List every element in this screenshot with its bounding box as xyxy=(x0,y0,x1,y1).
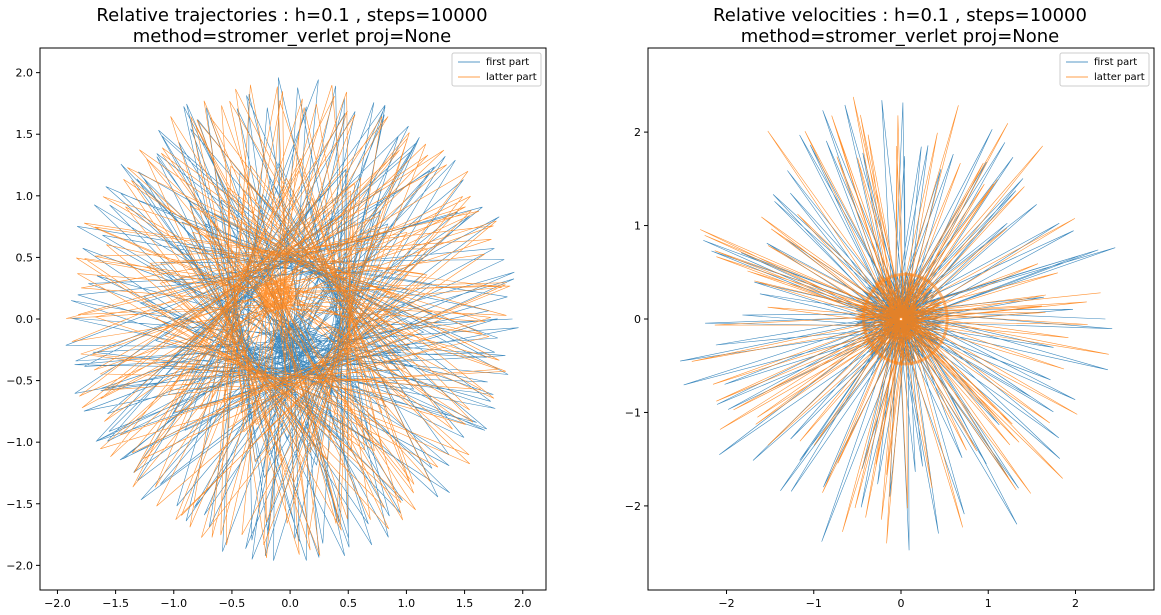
y-tick-label: 1 xyxy=(634,220,641,233)
plot-lines xyxy=(680,96,1116,551)
plot-lines xyxy=(65,77,519,561)
chart-title-line2: method=stromer_verlet proj=None xyxy=(741,26,1060,47)
legend-label-first-part: first part xyxy=(486,57,529,68)
series-line-latter-part xyxy=(66,84,511,558)
x-tick-label: 0.0 xyxy=(281,597,299,610)
legend-box xyxy=(1059,52,1150,87)
chart-title-line2: method=stromer_verlet proj=None xyxy=(133,26,452,47)
x-tick-label: −1.5 xyxy=(102,597,129,610)
plot-frame xyxy=(39,47,547,591)
x-tick-label: 1 xyxy=(985,597,992,610)
y-tick-label: 1.5 xyxy=(16,128,34,141)
x-tick-label: 0 xyxy=(898,597,905,610)
x-tick-label: −2.0 xyxy=(44,597,71,610)
x-tick-label: 1.5 xyxy=(456,597,474,610)
series-line-latter-part xyxy=(691,96,1109,544)
x-axis: −2 −1 0 1 2 xyxy=(718,590,1079,610)
x-tick-label: 1.0 xyxy=(398,597,416,610)
chart-title-line1: Relative trajectories : h=0.1 , steps=10… xyxy=(96,5,487,26)
y-tick-label: −1.5 xyxy=(6,498,33,511)
y-tick-label: −2 xyxy=(625,500,641,513)
y-axis: −2.0 −1.5 −1.0 −0.5 0.0 0.5 1.0 1.5 2.0 xyxy=(6,67,40,572)
y-tick-label: 2 xyxy=(634,126,641,139)
y-tick-label: −2.0 xyxy=(6,559,33,572)
y-tick-label: −1 xyxy=(625,406,641,419)
x-axis: −2.0 −1.5 −1.0 −0.5 0.0 0.5 1.0 1.5 2.0 xyxy=(44,590,531,610)
x-tick-label: 2 xyxy=(1072,597,1079,610)
x-tick-label: −1.0 xyxy=(160,597,187,610)
y-tick-label: 2.0 xyxy=(16,67,34,80)
x-tick-label: −1 xyxy=(806,597,822,610)
y-tick-label: −0.5 xyxy=(6,375,33,388)
x-tick-label: 0.5 xyxy=(340,597,358,610)
chart-title-line1: Relative velocities : h=0.1 , steps=1000… xyxy=(713,5,1087,26)
x-tick-label: −2 xyxy=(718,597,734,610)
chart-trajectories: Relative trajectories : h=0.1 , steps=10… xyxy=(6,5,547,610)
x-tick-label: −0.5 xyxy=(219,597,246,610)
y-tick-label: 0.5 xyxy=(16,251,34,264)
legend: first part latter part xyxy=(451,52,542,87)
y-tick-label: 0 xyxy=(634,313,641,326)
plot-frame xyxy=(647,47,1155,591)
legend-label-first-part: first part xyxy=(1094,57,1137,68)
legend: first part latter part xyxy=(1059,52,1150,87)
y-tick-label: 1.0 xyxy=(16,190,34,203)
y-tick-label: 0.0 xyxy=(16,313,34,326)
x-tick-label: 2.0 xyxy=(514,597,532,610)
chart-velocities: Relative velocities : h=0.1 , steps=1000… xyxy=(625,5,1155,610)
y-axis: −2 −1 0 1 2 xyxy=(625,126,648,513)
legend-label-latter-part: latter part xyxy=(1094,72,1145,83)
y-tick-label: −1.0 xyxy=(6,436,33,449)
velocity-ring xyxy=(861,272,949,366)
legend-label-latter-part: latter part xyxy=(486,72,537,83)
legend-box xyxy=(451,52,542,87)
